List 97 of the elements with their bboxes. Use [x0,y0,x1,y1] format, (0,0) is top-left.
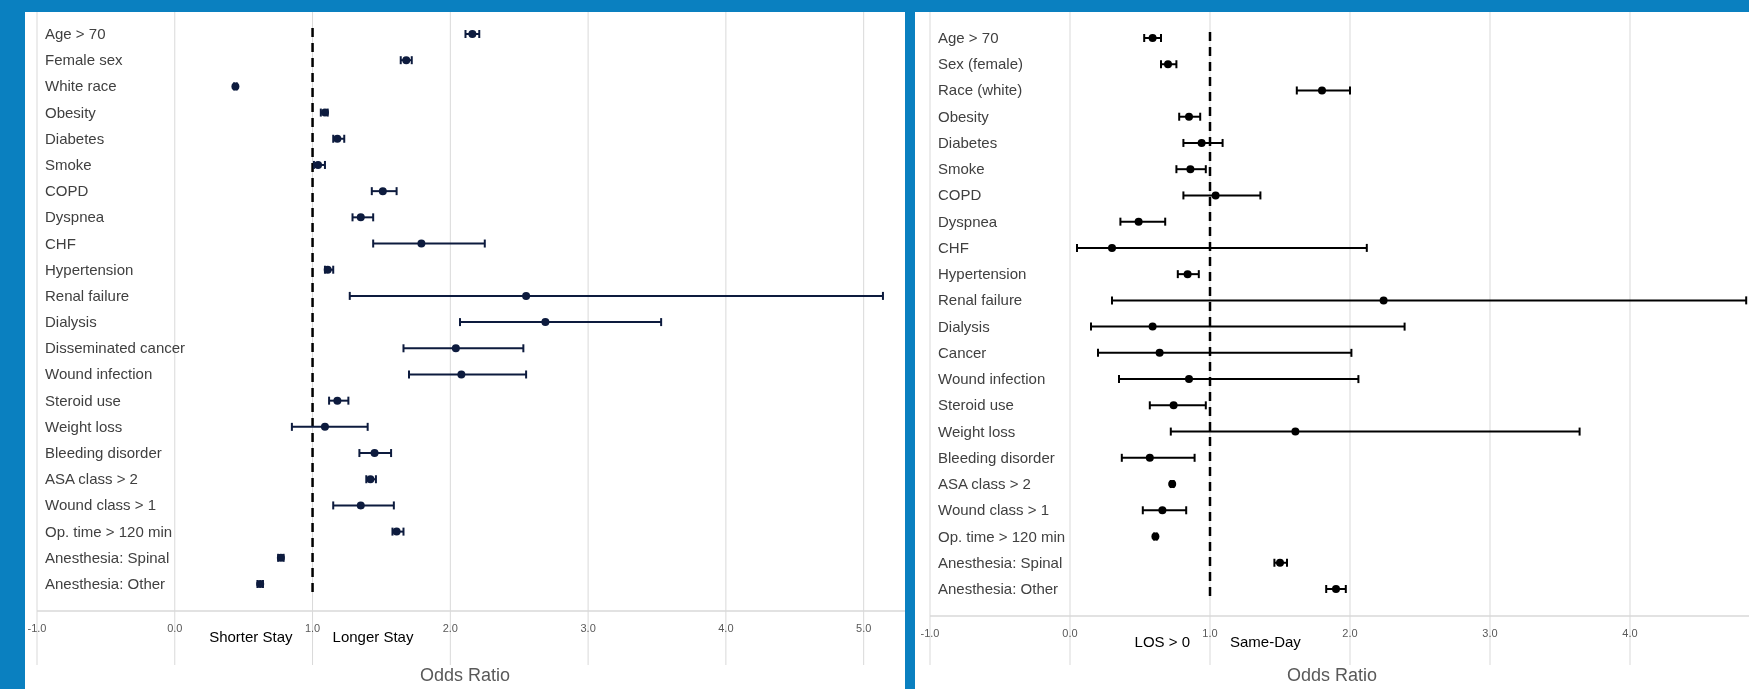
y-tick-label: Disseminated cancer [45,339,186,357]
point [356,501,365,510]
point [1379,296,1388,305]
x-tick-label: -1.0 [27,622,47,634]
y-tick-label: Obesity [45,103,97,121]
x-tick-label: 1.0 [304,622,321,634]
y-tick-label: Wound class > 1 [45,496,157,514]
point [333,396,342,405]
point [1332,585,1340,593]
y-tick-label: Diabetes [938,133,998,151]
y-tick-label: Op. time > 120 min [938,527,1066,545]
y-tick-label: Obesity [938,107,990,125]
y-tick-label: White race [45,77,117,95]
point [541,318,550,327]
point [1276,558,1284,567]
y-tick-label: Op. time > 120 min [45,522,173,540]
x-tick-label: 3.0 [1482,627,1498,639]
point [1183,270,1192,279]
text: LOS > 0 [1134,633,1190,650]
x-tick-label: 4.0 [718,622,734,634]
y-tick-label: CHF [938,238,969,256]
point [356,213,365,222]
y-tick-label: Diabetes [45,129,105,147]
text: Longer Stay [332,628,414,645]
y-tick-label: Female sex [45,51,124,69]
x-tick-label: 4.0 [1622,627,1638,639]
point [1186,165,1195,174]
x-tick-label: 2.0 [1342,627,1358,639]
x-tick-label: 0.0 [167,622,183,634]
point [1158,506,1167,515]
y-tick-label: Weight loss [938,422,1016,440]
x-tick-label: 1.0 [1202,627,1218,639]
y-tick-label: Cancer [938,343,987,361]
y-tick-label: Dialysis [938,317,990,335]
point [522,291,531,300]
point [1155,348,1164,357]
point [1169,401,1178,410]
y-tick-label: Renal failure [45,286,130,304]
y-tick-label: Weight loss [45,417,123,435]
point [1145,453,1154,462]
x-tick-label: -1.0 [920,627,940,639]
y-tick-label: Race (white) [938,81,1023,99]
y-tick-label: Anesthesia: Other [45,575,166,592]
x-tick-label: 2.0 [442,622,458,634]
point [451,344,460,353]
y-tick-label: Dyspnea [45,208,105,226]
y-tick-label: COPD [45,182,89,200]
point [457,370,466,379]
y-tick-label: ASA class > 2 [938,475,1031,493]
y-tick-label: Anesthesia: Spinal [938,553,1063,571]
y-tick-label: CHF [45,234,76,252]
x-tick-label: 0.0 [1062,627,1078,639]
y-tick-label: Dialysis [45,313,97,331]
x-axis-title: Odds Ratio [419,665,511,685]
y-tick-label: Bleeding disorder [45,444,162,462]
point [1185,112,1193,121]
y-tick-label: Sex (female) [938,55,1024,73]
y-tick-label: Steroid use [45,391,121,409]
point [417,239,426,248]
x-tick-label: 3.0 [580,622,596,634]
y-tick-label: Bleeding disorder [938,448,1055,466]
point [320,422,329,431]
text: Shorter Stay [209,628,294,645]
point [468,30,477,38]
y-tick-label: Steroid use [938,396,1014,414]
point [370,449,379,458]
point [1197,138,1206,147]
x-axis-title: Odds Ratio [1286,665,1378,685]
y-tick-label: Hypertension [45,260,134,278]
y-tick-label: Anesthesia: Other [938,580,1059,597]
point [333,134,342,143]
y-tick-label: Age > 70 [938,29,999,46]
y-tick-label: Hypertension [938,265,1027,283]
y-tick-label: Wound class > 1 [938,501,1050,519]
point [1148,34,1157,42]
y-tick-label: Smoke [45,155,92,173]
text: Same-Day [1230,633,1302,650]
point [392,527,401,536]
y-tick-label: Smoke [938,160,985,178]
point [1318,86,1326,95]
point [1185,375,1193,384]
point [1211,191,1220,200]
point [1291,427,1300,436]
y-tick-label: COPD [938,186,982,204]
x-tick-label: 5.0 [856,622,872,634]
y-tick-label: Age > 70 [45,25,106,42]
y-tick-label: Wound infection [45,365,153,383]
point [1108,243,1116,252]
point [1148,322,1157,331]
y-tick-label: Anesthesia: Spinal [45,548,170,566]
y-tick-label: ASA class > 2 [45,470,138,488]
y-tick-label: Dyspnea [938,212,998,230]
point [378,187,387,196]
point [1164,60,1172,69]
y-tick-label: Wound infection [938,370,1046,388]
point [1134,217,1143,226]
y-tick-label: Renal failure [938,291,1023,309]
